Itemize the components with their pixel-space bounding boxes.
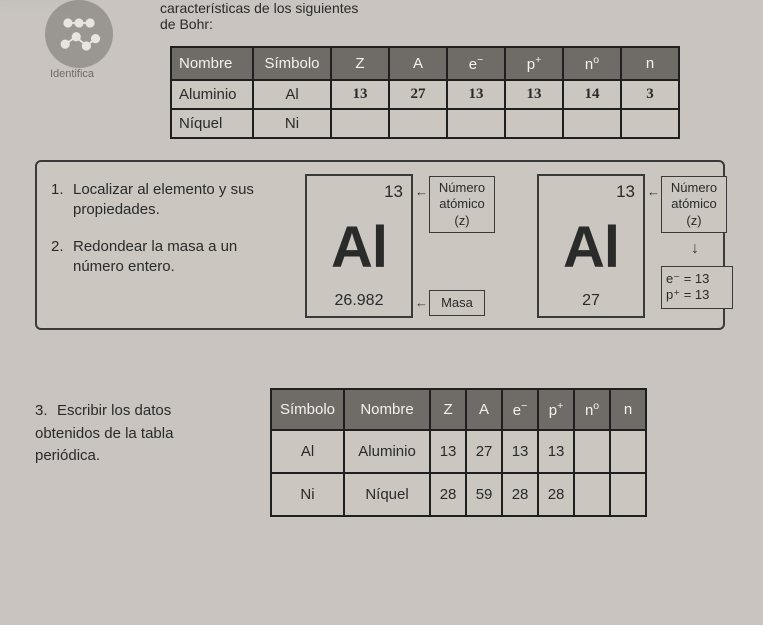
label-line: (z) <box>664 213 724 229</box>
bottom-table: Símbolo Nombre Z A e− p+ no n Al Alumini… <box>270 388 647 517</box>
table-row: Aluminio Al 13 27 13 13 14 3 <box>171 80 679 109</box>
label-num-atomico: Número atómico (z) <box>429 176 495 233</box>
identify-label: Identifica <box>50 68 94 80</box>
th-p: p+ <box>505 47 563 80</box>
cell-empty <box>505 109 563 138</box>
label-line: Número <box>432 180 492 196</box>
cell: 28 <box>502 473 538 516</box>
arrow-icon: ← <box>415 184 428 199</box>
intro-line1: características de los siguientes <box>160 0 358 16</box>
tile-symbol: Al <box>539 214 643 281</box>
cell-sym: Ni <box>271 473 344 516</box>
cell: 28 <box>430 473 466 516</box>
cell: 13 <box>502 430 538 473</box>
label-num-atomico: Número atómico (z) <box>661 176 727 233</box>
label-line: atómico <box>432 196 492 212</box>
tile-z: 13 <box>616 182 635 202</box>
th-p: p+ <box>538 389 574 430</box>
label-line: (z) <box>432 213 492 229</box>
table-row: Níquel Ni <box>171 109 679 138</box>
arrow-down-icon: ↓ <box>691 240 699 258</box>
th-z: Z <box>331 47 389 80</box>
th-nombre: Nombre <box>344 389 430 430</box>
cell <box>574 430 610 473</box>
cell-name: Níquel <box>171 109 253 138</box>
cell-empty <box>331 109 389 138</box>
cell: 59 <box>466 473 502 516</box>
step3-line: Escribir los datos <box>57 402 171 419</box>
cell-sym: Ni <box>253 109 331 138</box>
cell: 28 <box>538 473 574 516</box>
cell-name: Níquel <box>344 473 430 516</box>
cell-empty <box>447 109 505 138</box>
steps-list: 1. Localizar al elemento y sus propiedad… <box>51 180 281 293</box>
th-z: Z <box>430 389 466 430</box>
th-e: e− <box>447 47 505 80</box>
step-text: Redondear la masa a un número entero. <box>73 237 281 278</box>
step3-text: 3.Escribir los datos obtenidos de la tab… <box>35 400 255 468</box>
label-line: atómico <box>664 196 724 212</box>
table-row: Ni Níquel 28 59 28 28 <box>271 473 646 516</box>
cell: 27 <box>466 430 502 473</box>
arrow-icon: ← <box>415 295 428 310</box>
th-simbolo: Símbolo <box>271 389 344 430</box>
table-row: Al Aluminio 13 27 13 13 <box>271 430 646 473</box>
cell-hand: 13 <box>447 80 505 109</box>
cell-empty <box>389 109 447 138</box>
th-n: n <box>610 389 646 430</box>
identify-icon <box>45 0 113 68</box>
diagram-box: 1. Localizar al elemento y sus propiedad… <box>35 160 725 330</box>
cell-empty <box>621 109 679 138</box>
cell-name: Aluminio <box>344 430 430 473</box>
step-text: Localizar al elemento y sus propiedades. <box>73 180 281 221</box>
tile-symbol: Al <box>307 214 411 281</box>
th-n0: no <box>563 47 621 80</box>
tile-mass: 27 <box>539 292 643 310</box>
label-ep: e⁻ = 13 p⁺ = 13 <box>661 266 733 309</box>
label-masa: Masa <box>429 290 485 316</box>
cell-sym: Al <box>253 80 331 109</box>
tile-mass: 26.982 <box>307 292 411 310</box>
step3-line: obtenidos de la tabla <box>35 425 173 442</box>
cell <box>574 473 610 516</box>
th-nombre: Nombre <box>171 47 253 80</box>
cell: 13 <box>538 430 574 473</box>
th-n: n <box>621 47 679 80</box>
cell-hand: 13 <box>505 80 563 109</box>
cell: 13 <box>430 430 466 473</box>
cell-name: Aluminio <box>171 80 253 109</box>
th-simbolo: Símbolo <box>253 47 331 80</box>
th-n0: no <box>574 389 610 430</box>
intro-line2: de Bohr: <box>160 16 358 32</box>
cell-sym: Al <box>271 430 344 473</box>
tile-z: 13 <box>384 182 403 202</box>
element-tile-raw: 13 Al 26.982 <box>305 174 413 318</box>
cell <box>610 430 646 473</box>
cell-empty <box>563 109 621 138</box>
cell <box>610 473 646 516</box>
top-table: Nombre Símbolo Z A e− p+ no n Aluminio A… <box>170 46 680 139</box>
label-p: p⁺ = 13 <box>666 287 728 303</box>
th-e: e− <box>502 389 538 430</box>
th-a: A <box>389 47 447 80</box>
cell-hand: 13 <box>331 80 389 109</box>
element-tile-rounded: 13 Al 27 <box>537 174 645 318</box>
label-line: Número <box>664 180 724 196</box>
step-num: 2. <box>51 237 73 278</box>
cell-hand: 27 <box>389 80 447 109</box>
th-a: A <box>466 389 502 430</box>
step-num: 3. <box>35 400 57 423</box>
step-num: 1. <box>51 180 73 221</box>
step3-line: periódica. <box>35 447 100 464</box>
arrow-icon: ← <box>647 184 660 199</box>
cell-hand: 14 <box>563 80 621 109</box>
label-e: e⁻ = 13 <box>666 271 728 287</box>
cell-hand: 3 <box>621 80 679 109</box>
intro-text: características de los siguientes de Boh… <box>160 0 358 32</box>
